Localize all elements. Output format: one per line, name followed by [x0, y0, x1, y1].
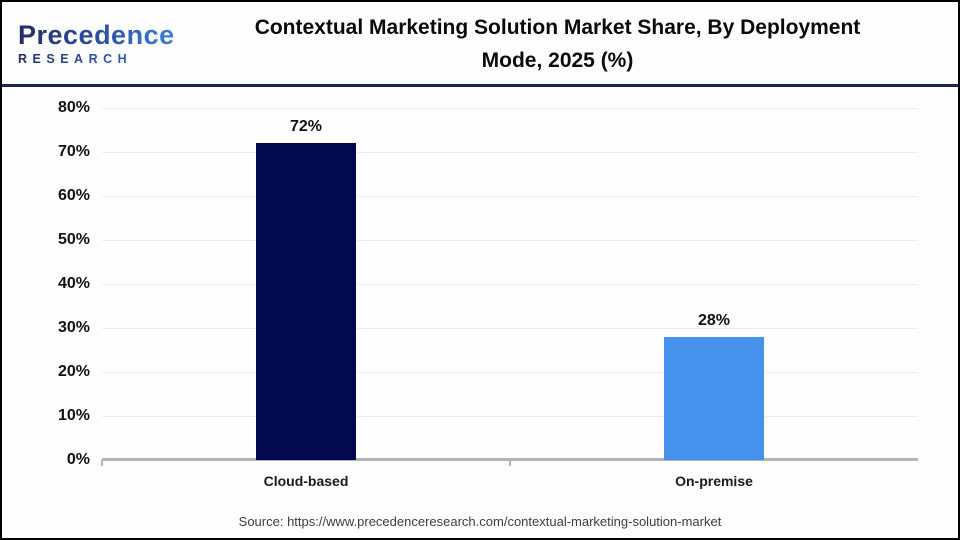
gridline-80% [102, 107, 918, 109]
gridline-20% [102, 371, 918, 373]
x-axis-line [102, 458, 918, 461]
x-axis-tick-0 [101, 460, 103, 466]
y-tick-label-30%: 30% [57, 319, 90, 336]
bar-value-label-cloud-based: 72% [289, 118, 323, 136]
chart-title-line1: Contextual Marketing Solution Market Sha… [254, 15, 861, 39]
brand-logo: Precedence RESEARCH [2, 21, 187, 66]
bar-value-label-on-premise: 28% [697, 311, 731, 329]
y-tick-label-40%: 40% [57, 275, 90, 292]
y-tick-label-0%: 0% [66, 451, 90, 468]
y-tick-label-50%: 50% [57, 231, 90, 248]
chart-title-line2: Mode, 2025 (%) [481, 48, 634, 72]
x-axis-tick-1 [509, 460, 511, 466]
header: Precedence RESEARCH Contextual Marketing… [2, 2, 958, 85]
gridline-10% [102, 415, 918, 417]
y-tick-label-70%: 70% [57, 143, 90, 160]
x-axis-label-cloud-based: Cloud-based [263, 473, 349, 489]
chart-title: Contextual Marketing Solution Market Sha… [187, 11, 958, 77]
y-tick-label-10%: 10% [57, 407, 90, 424]
y-tick-label-60%: 60% [57, 187, 90, 204]
x-axis-label-on-premise: On-premise [675, 473, 753, 489]
brand-name: Precedence [18, 21, 187, 49]
gridline-30% [102, 327, 918, 329]
y-tick-label-80%: 80% [57, 99, 90, 116]
source-text: Source: https://www.precedenceresearch.c… [238, 514, 722, 529]
gridline-40% [102, 283, 918, 285]
gridline-60% [102, 195, 918, 197]
bar-on-premise [664, 336, 764, 460]
y-tick-label-20%: 20% [57, 363, 90, 380]
brand-subtitle: RESEARCH [18, 52, 187, 66]
gridline-50% [102, 239, 918, 241]
source-line: Source: https://www.precedenceresearch.c… [2, 514, 958, 529]
gridline-70% [102, 151, 918, 153]
header-divider [2, 84, 958, 87]
bar-cloud-based [256, 143, 356, 460]
